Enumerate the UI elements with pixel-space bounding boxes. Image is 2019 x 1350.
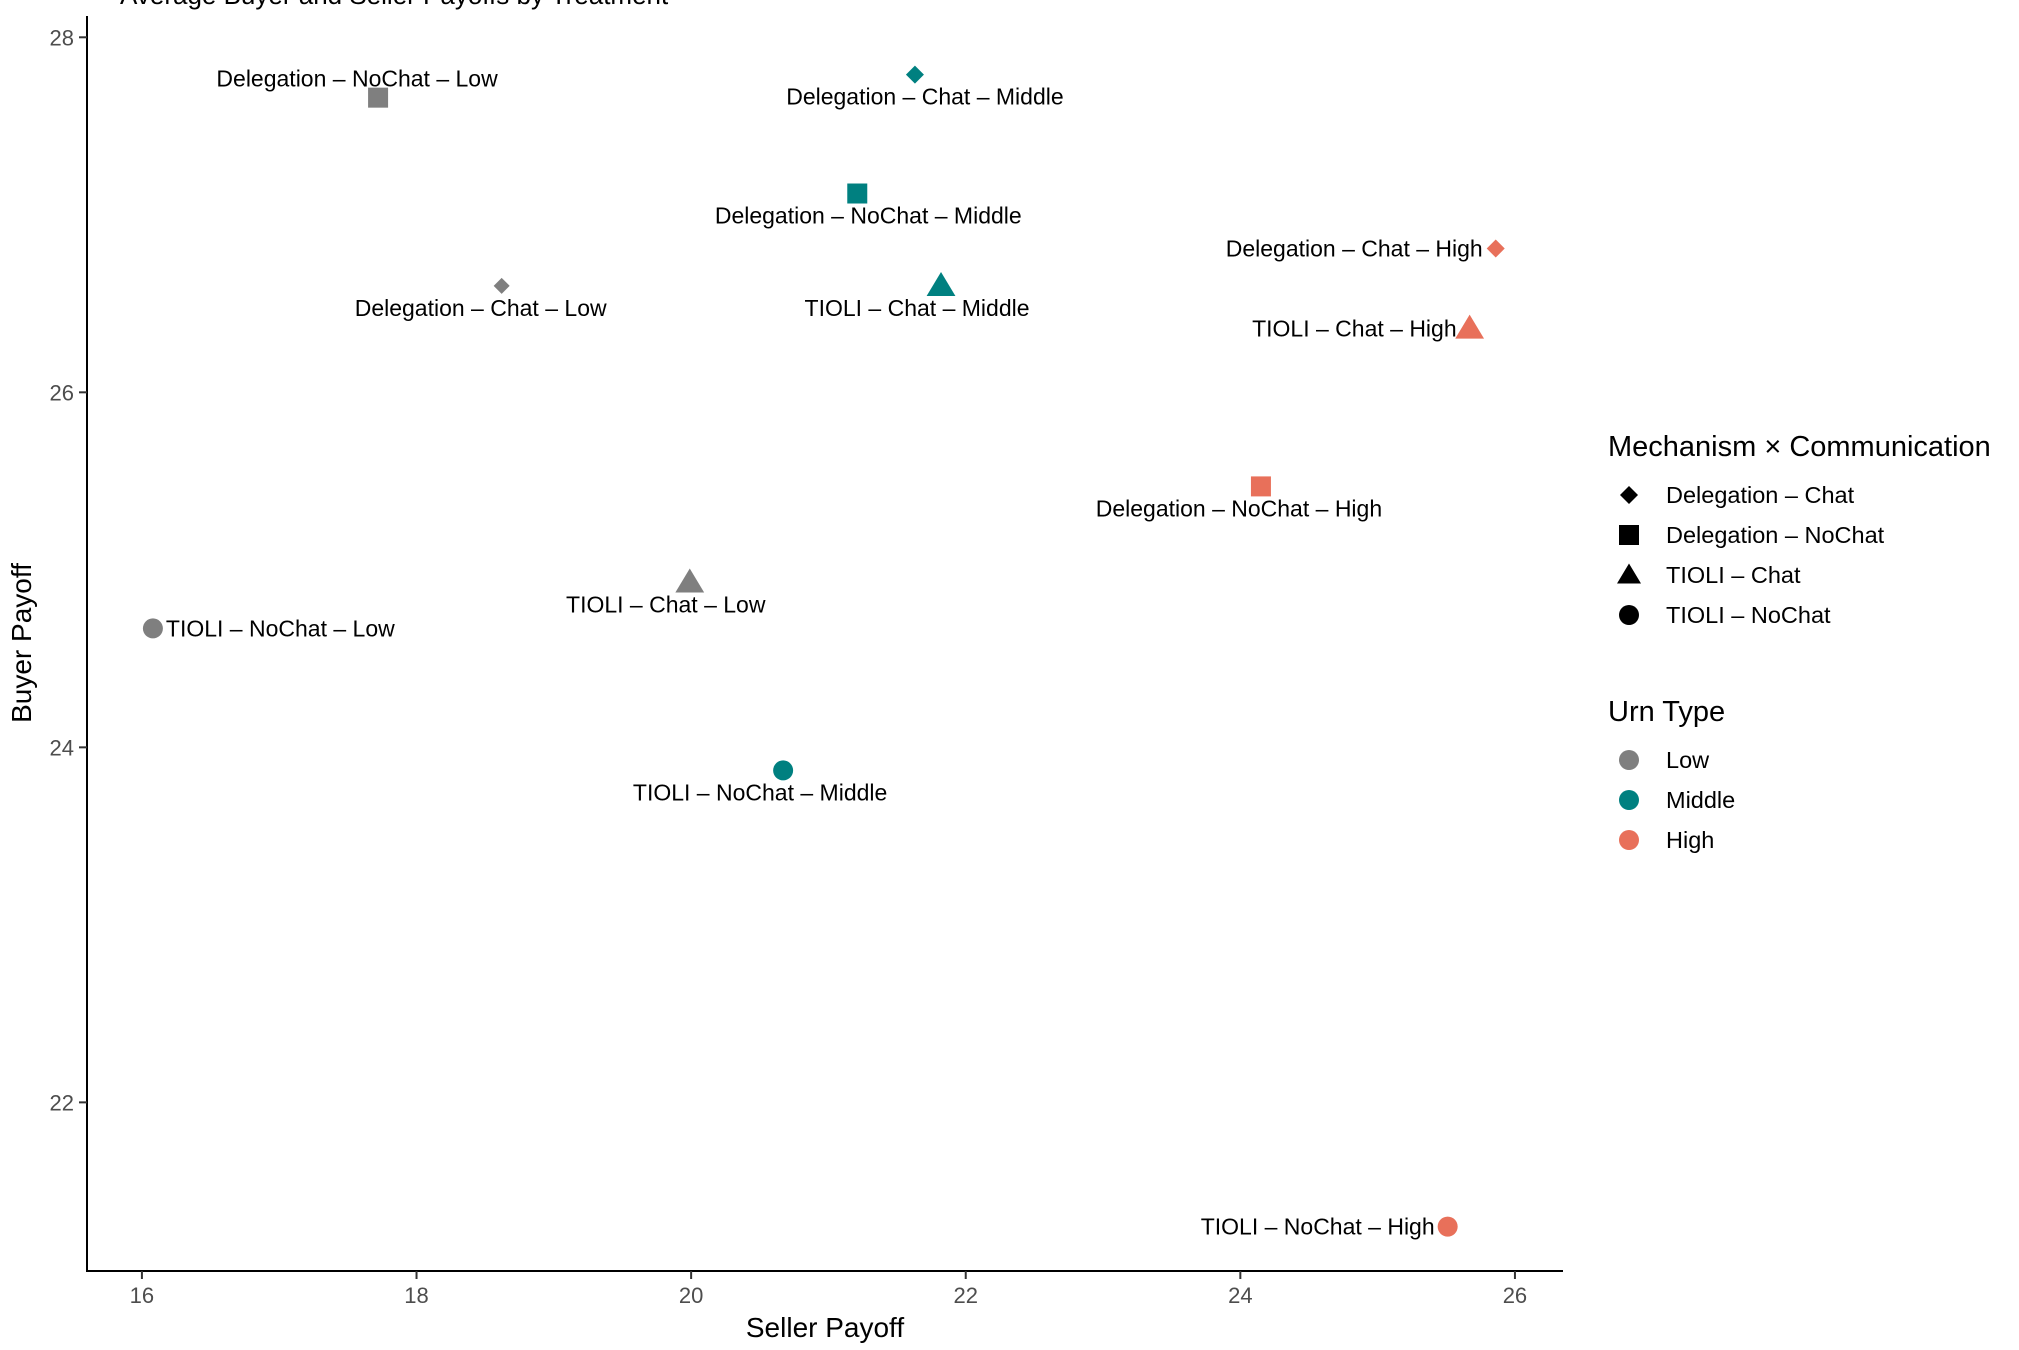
data-point xyxy=(1455,314,1485,339)
point-label: TIOLI – Chat – Middle xyxy=(805,295,1030,321)
data-point xyxy=(847,183,868,204)
data-point xyxy=(1250,476,1271,497)
legend-key-diamond xyxy=(1620,486,1638,504)
legend-key-circle xyxy=(1619,605,1639,625)
point-label: Delegation – NoChat – High xyxy=(1096,495,1382,521)
legend-label: TIOLI – NoChat xyxy=(1666,602,1831,628)
point-label: TIOLI – NoChat – Low xyxy=(166,615,395,641)
data-point xyxy=(142,618,163,639)
legend-key-color xyxy=(1619,750,1639,770)
chart-title: Average Buyer and Seller Payoffs by Trea… xyxy=(120,0,669,10)
data-point xyxy=(1437,1216,1458,1237)
legend-label: Delegation – NoChat xyxy=(1666,522,1885,548)
x-tick-label: 26 xyxy=(1503,1283,1527,1308)
y-tick-label: 22 xyxy=(50,1090,74,1115)
x-tick-label: 20 xyxy=(679,1283,703,1308)
point-label: Delegation – Chat – Middle xyxy=(786,84,1063,110)
data-point xyxy=(368,87,389,108)
legend-shape-title: Mechanism × Communication xyxy=(1608,431,1991,463)
legend-key-triangle xyxy=(1617,563,1641,584)
point-label: Delegation – Chat – High xyxy=(1226,236,1483,262)
point-label: Delegation – NoChat – Low xyxy=(216,66,498,92)
x-tick-label: 16 xyxy=(130,1283,154,1308)
data-point xyxy=(675,568,705,593)
legend: Mechanism × Communication Delegation – C… xyxy=(1608,431,1991,853)
legend-color-title: Urn Type xyxy=(1608,696,1725,728)
legend-label: Middle xyxy=(1666,787,1735,813)
data-point xyxy=(493,277,510,294)
point-label: TIOLI – NoChat – High xyxy=(1201,1214,1435,1240)
point-label: TIOLI – NoChat – Middle xyxy=(633,779,887,805)
y-tick-label: 28 xyxy=(50,25,74,50)
x-tick-label: 18 xyxy=(404,1283,428,1308)
data-point xyxy=(905,65,924,84)
legend-key-square xyxy=(1619,525,1639,545)
y-axis-title: Buyer Payoff xyxy=(6,563,37,723)
data-point xyxy=(773,760,794,781)
legend-key-color xyxy=(1619,790,1639,810)
x-axis-title: Seller Payoff xyxy=(746,1312,904,1343)
x-tick-label: 24 xyxy=(1228,1283,1252,1308)
legend-label: TIOLI – Chat xyxy=(1666,562,1801,588)
point-label: Delegation – NoChat – Middle xyxy=(715,203,1022,229)
data-point xyxy=(926,272,956,297)
y-tick-label: 26 xyxy=(50,380,74,405)
legend-label: Delegation – Chat xyxy=(1666,482,1855,508)
data-point xyxy=(1486,239,1505,258)
legend-label: High xyxy=(1666,827,1714,853)
point-label: TIOLI – Chat – High xyxy=(1252,315,1457,341)
legend-key-color xyxy=(1619,830,1639,850)
legend-label: Low xyxy=(1666,747,1710,773)
point-label: TIOLI – Chat – Low xyxy=(566,591,766,617)
point-label: Delegation – Chat – Low xyxy=(355,295,607,321)
y-tick-label: 24 xyxy=(50,735,74,760)
x-tick-label: 22 xyxy=(953,1283,977,1308)
